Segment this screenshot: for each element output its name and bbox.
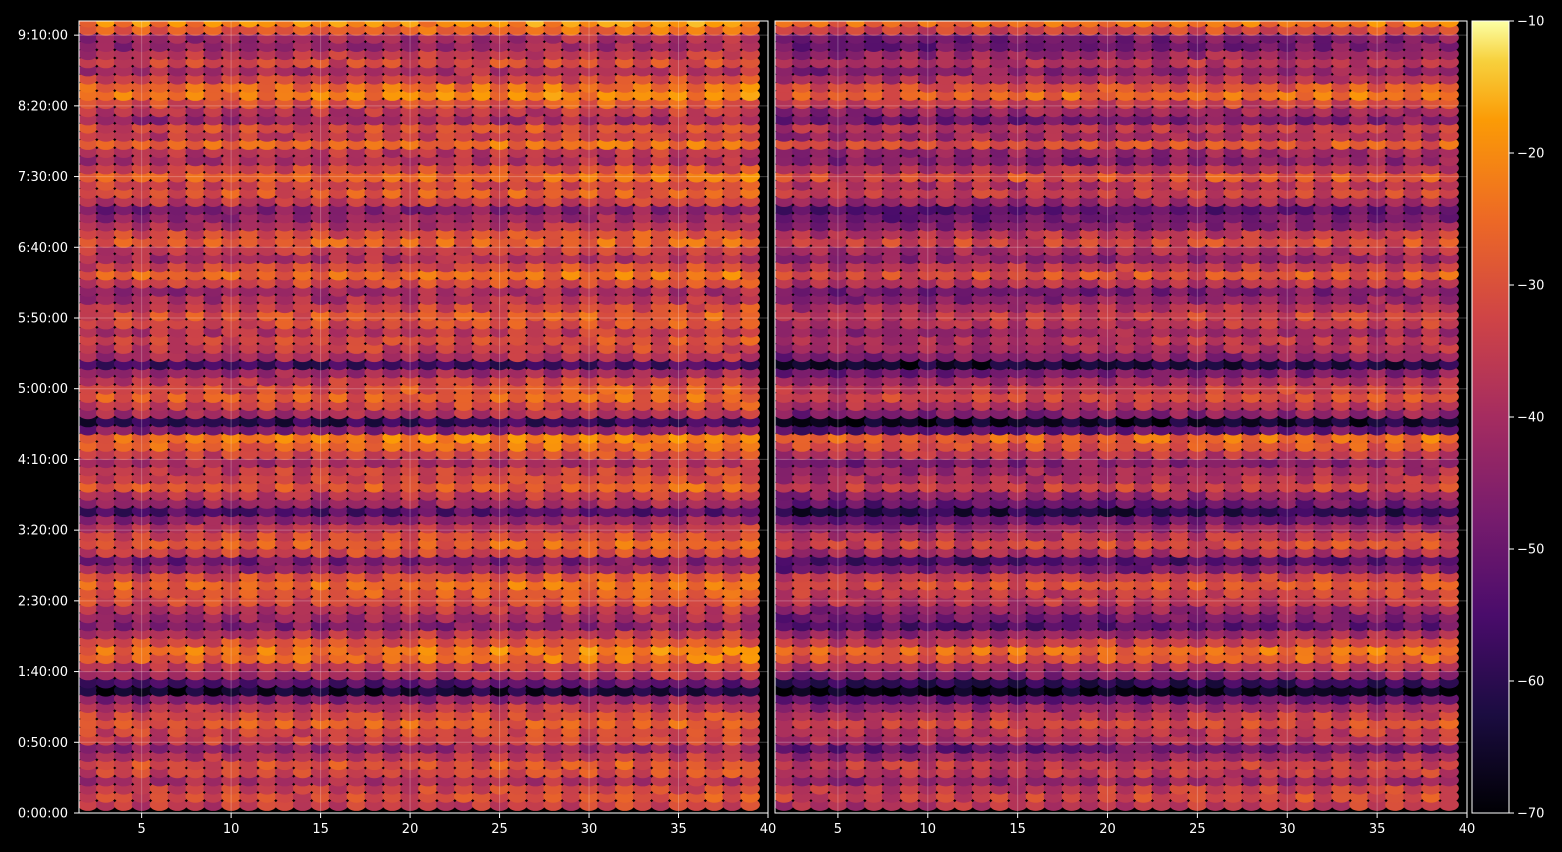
heatmap-cell — [275, 21, 295, 28]
heatmap-panel-left — [78, 20, 769, 814]
heatmap-cell — [418, 21, 438, 28]
panel-left-frame — [78, 20, 769, 814]
heatmap-cell — [722, 21, 742, 28]
heatmap-cell — [113, 21, 134, 28]
heatmap-cell — [561, 21, 581, 28]
heatmap-cell — [400, 21, 420, 28]
heatmap-cell — [704, 21, 725, 28]
heatmap-cell — [131, 21, 152, 28]
heatmap-cell — [96, 21, 116, 28]
heatmap-cell — [579, 21, 599, 28]
heatmap-cell — [257, 21, 277, 28]
heatmap-cell — [740, 21, 760, 28]
heatmap-cell — [615, 21, 635, 28]
heatmap-cell — [382, 21, 402, 28]
heatmap-cell — [364, 21, 385, 28]
heatmap-cell — [79, 21, 98, 28]
heatmap-cell — [436, 21, 456, 28]
heatmap-cell — [203, 21, 223, 28]
heatmap-cell — [167, 21, 188, 28]
heatmap-cell — [632, 21, 653, 28]
heatmap-cell — [507, 21, 528, 28]
heatmap-panel-right — [774, 20, 1468, 814]
heatmap-cell — [471, 21, 492, 28]
heatmap-cell — [346, 21, 367, 28]
heatmap-cell — [489, 21, 510, 28]
heatmap-cell — [328, 21, 349, 28]
heatmap-cell — [149, 21, 170, 28]
heatmap-cell — [650, 21, 671, 28]
heatmap-cell — [543, 21, 563, 28]
heatmap-cell — [597, 21, 617, 28]
heatmap-cell — [292, 21, 313, 28]
heatmap-cell — [686, 21, 707, 28]
heatmap-cell — [668, 21, 689, 28]
heatmap-cell — [239, 21, 259, 28]
heatmap-cell — [525, 21, 546, 28]
heatmap-cell — [185, 21, 206, 28]
heatmap-cell — [454, 21, 474, 28]
heatmap-cell — [310, 21, 331, 28]
heatmap-cell — [221, 21, 241, 28]
